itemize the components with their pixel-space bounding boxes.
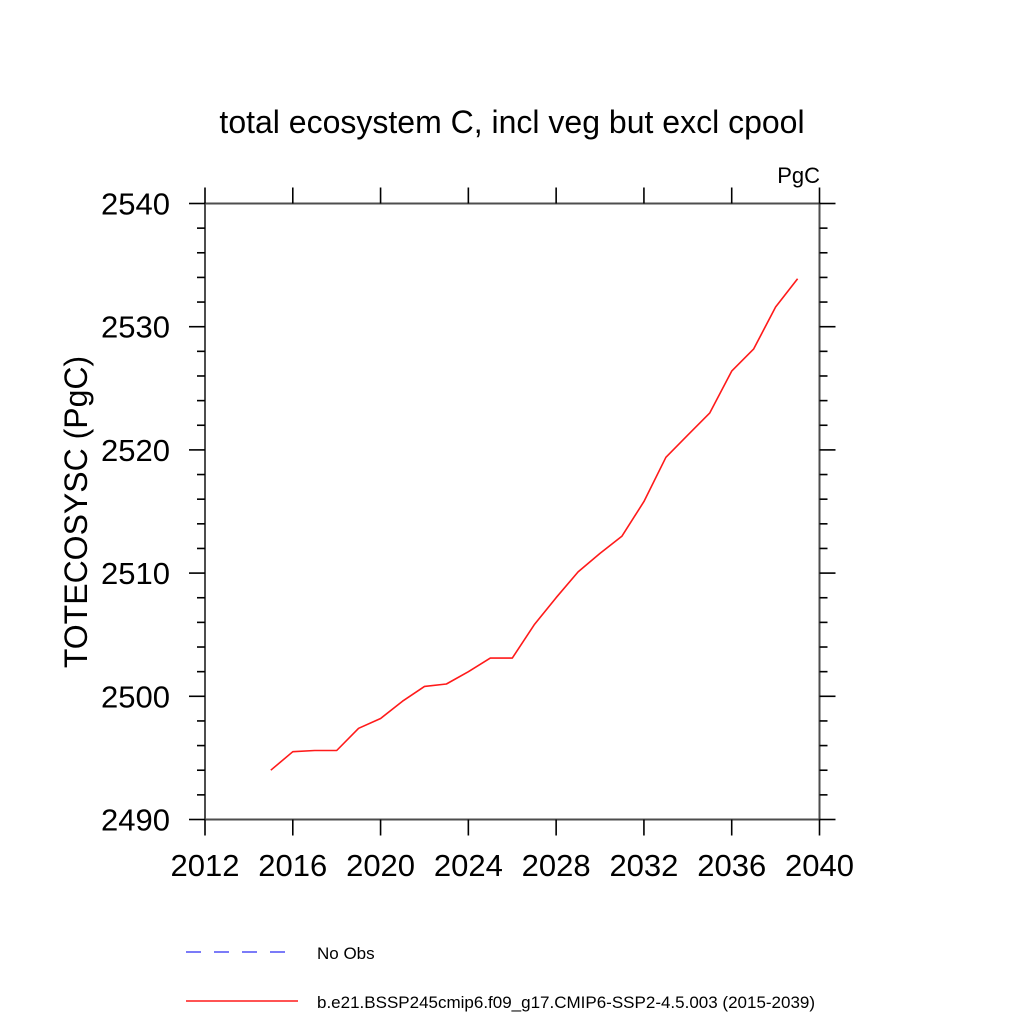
y-tick-label: 2490: [101, 803, 170, 838]
x-tick-label: 2028: [522, 848, 591, 883]
legend-label-model-run: b.e21.BSSP245cmip6.f09_g17.CMIP6-SSP2-4.…: [317, 993, 815, 1012]
y-axis-title: TOTECOSYSC (PgC): [58, 356, 94, 668]
axis-ticks: [189, 187, 836, 836]
axis-labels: 2012 2016 2020 2024 2028 2032 2036 2040 2490 2500…: [101, 187, 854, 884]
series-layer: [270, 278, 799, 771]
legend: No Obs b.e21.BSSP245cmip6.f09_g17.CMIP6-…: [186, 944, 815, 1012]
x-tick-label: 2024: [434, 848, 503, 883]
y-tick-label: 2530: [101, 310, 170, 345]
unit-label: PgC: [777, 163, 820, 188]
model-series-line: [270, 278, 799, 771]
y-tick-label: 2510: [101, 556, 170, 591]
x-tick-label: 2032: [609, 848, 678, 883]
chart-title: total ecosystem C, incl veg but excl cpo…: [219, 104, 804, 140]
y-tick-label: 2540: [101, 187, 170, 222]
y-tick-label: 2500: [101, 679, 170, 714]
x-tick-label: 2020: [346, 848, 415, 883]
x-tick-label: 2040: [785, 848, 854, 883]
y-tick-label: 2520: [101, 433, 170, 468]
plot-border: [204, 202, 821, 821]
x-tick-label: 2012: [171, 848, 240, 883]
x-tick-label: 2016: [258, 848, 327, 883]
plot-frame: [204, 202, 821, 821]
legend-label-no-obs: No Obs: [317, 944, 375, 963]
x-tick-label: 2036: [697, 848, 766, 883]
